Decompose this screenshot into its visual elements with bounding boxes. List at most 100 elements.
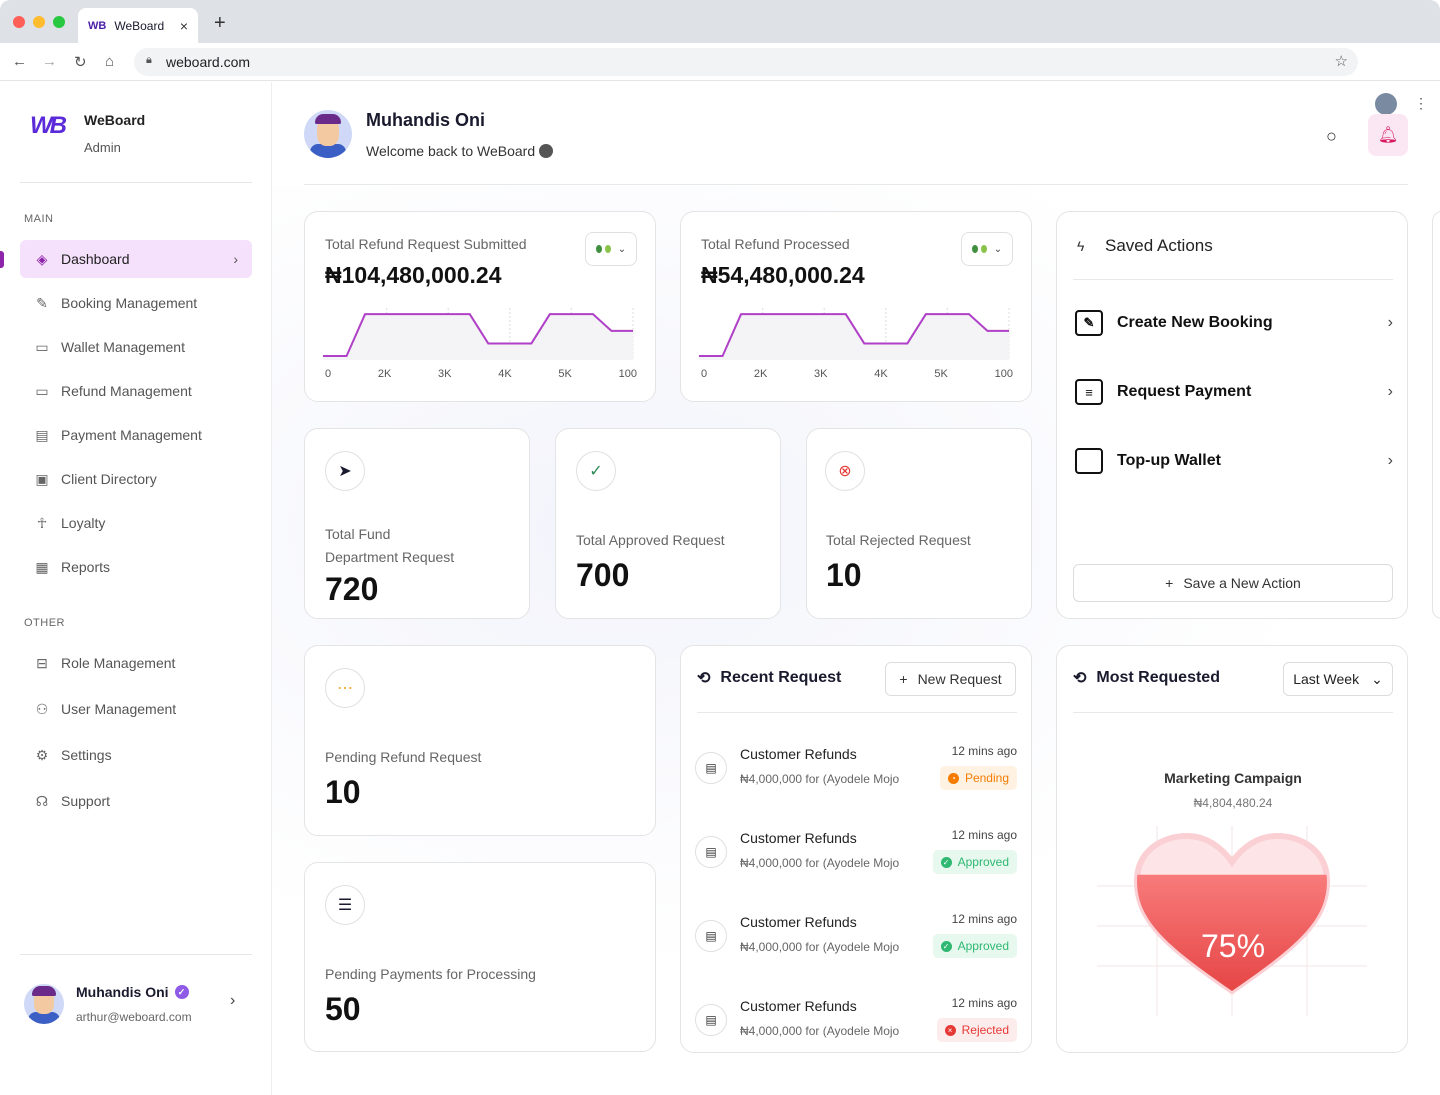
sidebar-item-label: Role Management (61, 655, 176, 671)
period-select[interactable]: Last Week ⌄ (1283, 662, 1393, 696)
saved-action-create-booking[interactable]: ✎ Create New Booking › (1075, 308, 1393, 338)
sidebar-item-support[interactable]: ☊ Support (20, 782, 252, 820)
button-label: New Request (917, 671, 1002, 687)
sidebar-item-booking-management[interactable]: ✎ Booking Management (20, 284, 252, 322)
maximize-window-button[interactable] (53, 16, 65, 28)
document-icon: ▤ (695, 1004, 727, 1036)
new-request-button[interactable]: + New Request (885, 662, 1016, 696)
close-window-button[interactable] (13, 16, 25, 28)
chart-filter-dropdown[interactable]: ⌄ (585, 232, 637, 266)
new-tab-button[interactable]: + (214, 12, 226, 34)
series-line (699, 313, 1009, 357)
saved-actions-card: ϟ Saved Actions ✎ Create New Booking › ≡… (1056, 211, 1408, 619)
sidebar-item-client-directory[interactable]: ▣ Client Directory (20, 460, 252, 498)
saved-action-label: Top-up Wallet (1117, 452, 1221, 469)
request-subtitle: ₦4,000,000 for (Ayodele Mojo (740, 856, 900, 870)
chevron-right-icon[interactable]: › (230, 992, 236, 1009)
section-label-other: OTHER (24, 617, 65, 629)
wallet-icon: ▭ (35, 382, 49, 399)
lock-icon: 🔒︎ (146, 54, 152, 66)
status-text: Pending (964, 771, 1009, 785)
receipt-icon: ≡ (1075, 379, 1103, 405)
series-area (699, 314, 1009, 360)
card-label: Total Approved Request (576, 532, 725, 548)
headset-icon: ☊ (35, 792, 49, 809)
divider (1073, 712, 1393, 713)
reload-icon[interactable]: ↻ (74, 54, 87, 71)
filter-icon: ☰ (325, 885, 365, 925)
plus-icon: + (1165, 575, 1174, 591)
browser-tab[interactable]: WB WeBoard × (78, 8, 198, 43)
sidebar-item-payment-management[interactable]: ▤ Payment Management (20, 416, 252, 454)
card-value: 10 (826, 557, 862, 593)
tick-label: 100 (618, 368, 637, 380)
sidebar-item-reports[interactable]: ▦ Reports (20, 548, 252, 586)
wallet-icon (1075, 448, 1103, 474)
chevron-down-icon: ⌄ (993, 243, 1003, 255)
card-label: Pending Refund Request (325, 749, 482, 765)
chevron-right-icon: › (1387, 314, 1393, 331)
list-item[interactable]: ▤ Customer Refunds ₦4,000,000 for (Ayode… (695, 910, 1017, 960)
welcome-text: Welcome back to WeBoard (366, 143, 536, 159)
check-circle-icon: ✓ (940, 940, 952, 952)
tick-label: 3K (814, 368, 828, 380)
list-item[interactable]: ▤ Customer Refunds ₦4,000,000 for (Ayode… (695, 826, 1017, 876)
chart-x-ticks: 0 2K 3K 4K 5K 100 (701, 368, 1013, 380)
sidebar-item-settings[interactable]: ⚙ Settings (20, 736, 252, 774)
card-value: 700 (576, 557, 630, 593)
sidebar-item-wallet-management[interactable]: ▭ Wallet Management (20, 328, 252, 366)
chart-filter-dropdown[interactable]: ⌄ (961, 232, 1013, 266)
most-requested-header: ⟲ Most Requested (1073, 668, 1220, 688)
url-text: weboard.com (166, 54, 251, 70)
report-icon: ▦ (35, 558, 49, 575)
avatar (24, 984, 64, 1024)
saved-action-request-payment[interactable]: ≡ Request Payment › (1075, 377, 1393, 407)
history-icon: ⟲ (697, 670, 711, 687)
brand-name: WeBoard (84, 112, 146, 128)
bookmark-star-icon[interactable]: ☆ (1334, 53, 1348, 70)
tab-close-icon[interactable]: × (179, 17, 188, 34)
sidebar-item-user-management[interactable]: ⚇ User Management (20, 690, 252, 728)
divider (20, 954, 252, 955)
heart-percent: 75% (1200, 928, 1266, 964)
sidebar-item-role-management[interactable]: ⊟ Role Management (20, 644, 252, 682)
search-icon[interactable]: ○ (1326, 126, 1337, 146)
divider (304, 184, 1408, 185)
saved-action-topup-wallet[interactable]: Top-up Wallet › (1075, 446, 1393, 476)
list-item[interactable]: ▤ Customer Refunds ₦4,000,000 for (Ayode… (695, 994, 1017, 1044)
save-new-action-button[interactable]: + Save a New Action (1073, 564, 1393, 602)
series-area (323, 314, 633, 360)
sidebar-item-dashboard[interactable]: ◈ Dashboard › (20, 240, 252, 278)
notification-bell-icon[interactable]: 🔔︎ (1368, 114, 1408, 156)
chevron-down-icon: ⌄ (617, 243, 627, 255)
check-circle-icon: ✓ (940, 856, 952, 868)
brand[interactable]: WB WeBoard Admin (30, 112, 145, 155)
campaign-name: Marketing Campaign (1164, 770, 1302, 786)
header-avatar[interactable] (304, 110, 352, 158)
card-label: Total Fund Department Request (325, 523, 454, 569)
divider (697, 712, 1017, 713)
sidebar-item-label: Client Directory (61, 471, 157, 487)
sidebar-item-loyalty[interactable]: ☥ Loyalty (20, 504, 252, 542)
divider (20, 182, 252, 183)
welcome-message: Welcome back to WeBoard (366, 143, 554, 159)
chevron-right-icon: › (1387, 452, 1393, 469)
home-icon[interactable]: ⌂ (105, 53, 115, 70)
card-value: 720 (325, 571, 379, 607)
status-text: Rejected (961, 1023, 1009, 1037)
forward-arrow-icon[interactable]: → (42, 53, 57, 70)
card-label: Total Refund Processed (701, 236, 850, 252)
browser-profile-avatar[interactable] (1375, 93, 1397, 115)
minimize-window-button[interactable] (33, 16, 45, 28)
sidebar-item-label: User Management (61, 701, 177, 717)
tick-label: 5K (558, 368, 572, 380)
list-item[interactable]: ▤ Customer Refunds ₦4,000,000 for (Ayode… (695, 742, 1017, 792)
tick-label: 0 (325, 368, 332, 380)
sidebar-item-refund-management[interactable]: ▭ Refund Management (20, 372, 252, 410)
back-arrow-icon[interactable]: ← (12, 53, 27, 70)
tick-label: 4K (874, 368, 888, 380)
chevron-right-icon: › (233, 251, 238, 267)
url-field[interactable]: 🔒︎ weboard.com ☆ (134, 48, 1358, 76)
gear-icon: ⚙ (35, 746, 49, 763)
browser-menu-icon[interactable]: ⋮ (1414, 95, 1428, 111)
